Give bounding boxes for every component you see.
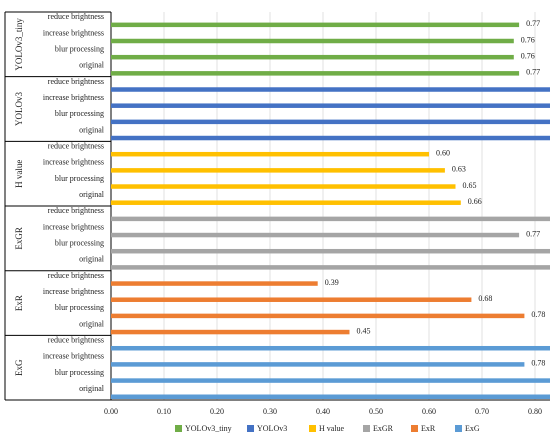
bar-value-label: 0.78 bbox=[531, 310, 545, 319]
bar-value-label: 0.76 bbox=[521, 51, 535, 60]
category-label: increase brightness bbox=[43, 222, 104, 231]
bar bbox=[111, 87, 550, 92]
bar bbox=[111, 313, 525, 319]
category-label: reduce brightness bbox=[48, 335, 104, 344]
group-frame bbox=[4, 11, 550, 401]
category-label: increase brightness bbox=[43, 352, 104, 361]
legend-entry: H value bbox=[319, 424, 345, 433]
category-label: blur processing bbox=[55, 303, 104, 312]
category-label: original bbox=[79, 61, 105, 70]
legend-swatch bbox=[309, 425, 316, 432]
bar-value-label: 0.66 bbox=[468, 197, 482, 206]
group-label: ExGR bbox=[14, 227, 24, 250]
x-tick-label: 0.30 bbox=[263, 407, 277, 416]
bar bbox=[111, 248, 550, 254]
bar-value-label: 0.45 bbox=[357, 326, 371, 335]
bar bbox=[111, 345, 550, 351]
group-label: YOLOv3 bbox=[14, 92, 24, 126]
legend-swatch bbox=[247, 425, 254, 432]
x-tick-label: 0.80 bbox=[528, 407, 542, 416]
category-label: original bbox=[79, 255, 105, 264]
group-label: ExG bbox=[14, 359, 24, 376]
category-label: reduce brightness bbox=[48, 77, 104, 86]
category-label: increase brightness bbox=[43, 158, 104, 167]
group-label: YOLOv3_tiny bbox=[14, 18, 24, 71]
category-label: blur processing bbox=[55, 238, 104, 247]
legend-entry: ExR bbox=[421, 424, 436, 433]
bar bbox=[111, 119, 550, 125]
bar-value-label: 0.63 bbox=[452, 165, 466, 174]
x-tick-label: 0.50 bbox=[369, 407, 383, 416]
category-label: blur processing bbox=[55, 44, 104, 53]
category-label: original bbox=[79, 190, 105, 199]
bar bbox=[111, 265, 550, 270]
bar bbox=[111, 329, 350, 335]
bar bbox=[111, 103, 550, 108]
bars bbox=[111, 22, 550, 399]
x-axis-ticks: 0.000.100.200.300.400.500.600.700.800.90 bbox=[104, 407, 542, 416]
category-label: increase brightness bbox=[43, 28, 104, 37]
x-tick-label: 0.60 bbox=[422, 407, 436, 416]
bar bbox=[111, 54, 514, 60]
bar bbox=[111, 135, 550, 141]
bar bbox=[111, 151, 429, 157]
bar bbox=[111, 71, 520, 76]
bar-value-label: 0.68 bbox=[478, 294, 492, 303]
category-label: reduce brightness bbox=[48, 141, 104, 150]
bar bbox=[111, 394, 550, 399]
legend-entry: YOLOv3 bbox=[257, 424, 287, 433]
category-label: increase brightness bbox=[43, 93, 104, 102]
bar bbox=[111, 232, 520, 238]
category-label: increase brightness bbox=[43, 287, 104, 296]
category-label: reduce brightness bbox=[48, 271, 104, 280]
category-label: original bbox=[79, 125, 105, 134]
bar bbox=[111, 200, 461, 205]
category-label: blur processing bbox=[55, 368, 104, 377]
category-label: original bbox=[79, 384, 105, 393]
legend: YOLOv3_tiny YOLOv3 H value ExGR ExR ExG bbox=[175, 424, 480, 433]
x-tick-label: 0.40 bbox=[316, 407, 330, 416]
category-label: reduce brightness bbox=[48, 12, 104, 21]
bar bbox=[111, 184, 456, 189]
bar-value-label: 0.76 bbox=[521, 35, 535, 44]
bar bbox=[111, 38, 514, 44]
bar bbox=[111, 216, 550, 222]
bar bbox=[111, 22, 520, 28]
bar-value-label: 0.77 bbox=[526, 229, 540, 238]
bar-value-label: 0.60 bbox=[436, 148, 450, 157]
bar bbox=[111, 281, 318, 286]
bar-value-label: 0.77 bbox=[526, 68, 540, 77]
x-tick-label: 0.70 bbox=[475, 407, 489, 416]
group-label: H value bbox=[14, 160, 24, 188]
category-label: blur processing bbox=[55, 109, 104, 118]
group-label: ExR bbox=[14, 295, 24, 311]
legend-entry: ExGR bbox=[373, 424, 394, 433]
bar bbox=[111, 362, 525, 367]
legend-swatch bbox=[363, 425, 370, 432]
bar-value-label: 0.65 bbox=[463, 181, 477, 190]
legend-entry: YOLOv3_tiny bbox=[185, 424, 232, 433]
legend-swatch bbox=[175, 425, 182, 432]
x-tick-label: 0.20 bbox=[210, 407, 224, 416]
x-tick-label: 0.00 bbox=[104, 407, 118, 416]
legend-entry: ExG bbox=[465, 424, 480, 433]
category-label: blur processing bbox=[55, 174, 104, 183]
legend-swatch bbox=[455, 425, 462, 432]
bar-value-label: 0.77 bbox=[526, 19, 540, 28]
legend-swatch bbox=[411, 425, 418, 432]
bar bbox=[111, 168, 445, 173]
bar bbox=[111, 297, 472, 302]
bar-value-label: 0.78 bbox=[531, 359, 545, 368]
category-label: reduce brightness bbox=[48, 206, 104, 215]
x-tick-label: 0.10 bbox=[157, 407, 171, 416]
category-label: original bbox=[79, 319, 105, 328]
bar-value-label: 0.39 bbox=[325, 278, 339, 287]
bar bbox=[111, 378, 550, 383]
